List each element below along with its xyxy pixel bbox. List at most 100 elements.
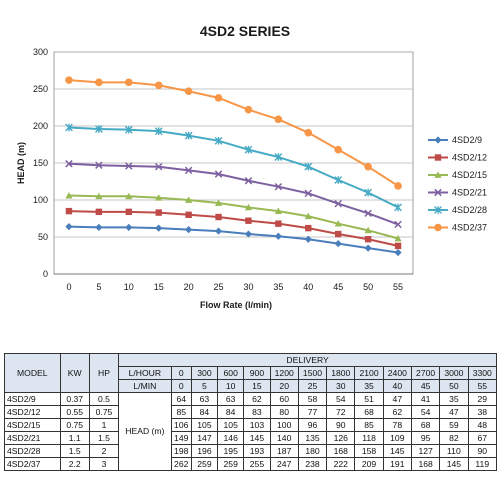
data-point: [214, 136, 223, 145]
y-tick-label: 0: [43, 269, 48, 279]
head-cell: 209: [354, 457, 384, 471]
head-cell: 29: [467, 392, 498, 406]
data-point: [95, 223, 103, 231]
head-cell: 110: [439, 444, 469, 458]
lmin-value: 50: [439, 379, 469, 393]
head-cell: 38: [467, 405, 498, 419]
head-cell: 168: [410, 457, 441, 471]
series-4sd2-12: [65, 207, 402, 250]
hp-cell: 0.5: [88, 392, 120, 406]
head-cell: 109: [382, 431, 412, 445]
legend-marker: [434, 154, 442, 161]
data-point: [65, 223, 73, 231]
lhour-value: 0: [170, 366, 192, 380]
table-row: 4SD2/12 0.55 0.75 85 84 84 83 80 77 72 68 62 54 47 38: [4, 405, 498, 419]
lhour-value: 900: [243, 366, 271, 380]
data-point: [214, 227, 223, 235]
head-cell: 198: [170, 444, 192, 458]
head-cell: 222: [326, 457, 356, 471]
lmin-value: 0: [170, 379, 192, 393]
header-hp: HP: [88, 353, 120, 393]
lhour-row: L/HOUR 0 300 600 900 1200 1500 1800 2100 2400 270…: [5, 366, 498, 380]
series-line: [68, 225, 399, 254]
head-cell: 127: [410, 444, 441, 458]
data-point: [65, 207, 73, 215]
data-point: [335, 230, 342, 238]
legend-label: 4SD2/37: [452, 223, 487, 233]
data-point: [184, 166, 193, 175]
kw-cell: 0.75: [59, 418, 90, 432]
data-point: [334, 176, 343, 184]
lmin-value: 45: [410, 379, 441, 393]
data-point: [215, 213, 222, 221]
head-cell: 103: [243, 418, 271, 432]
data-point: [244, 230, 253, 238]
data-point: [95, 208, 103, 216]
data-point: [304, 212, 312, 220]
spec-table-wrap: MODEL KW HP DELIVERY L/HOUR 0 300 600 900 12…: [4, 353, 498, 471]
head-cell: 100: [269, 418, 299, 432]
x-tick-label: 45: [333, 282, 343, 292]
data-point: [334, 240, 342, 248]
data-point: [394, 248, 402, 257]
performance-chart: 4SD2 SERIES 0 50 100 150 200 250 300 0 5 10 15 20 25…: [16, 23, 487, 310]
lhour-value: 1200: [269, 366, 299, 380]
series-4sd2-37: [65, 76, 402, 190]
head-cell: 105: [217, 418, 245, 432]
data-point: [95, 78, 103, 87]
legend-entry: 4SD2/37: [428, 223, 487, 233]
data-point: [244, 203, 253, 211]
series-4sd2-9: [65, 223, 402, 257]
kw-cell: 1.5: [59, 444, 90, 458]
data-point: [155, 224, 163, 232]
data-point: [394, 234, 402, 242]
data-point: [124, 78, 133, 87]
series-4sd2-15: [65, 191, 402, 242]
head-cell: 147: [190, 431, 219, 445]
series-line: [68, 126, 399, 209]
data-point: [334, 145, 343, 154]
legend-marker: [434, 136, 442, 144]
table-row: 4SD2/9 0.37 0.5 HEAD (m) 64 63 63 62 60 58 54 51 47 4…: [4, 392, 498, 471]
head-cell: 83: [243, 405, 271, 419]
legend-entry: 4SD2/21: [428, 188, 487, 198]
data-point: [65, 160, 73, 168]
data-point: [364, 244, 372, 252]
x-tick-label: 40: [303, 282, 313, 292]
head-cell: 85: [354, 418, 384, 432]
head-cell: 126: [326, 431, 356, 445]
data-point: [185, 196, 193, 203]
legend-marker: [434, 206, 442, 214]
series-4sd2-28: [65, 123, 402, 212]
lmin-value: 15: [243, 379, 271, 393]
legend-marker: [434, 188, 442, 197]
head-cell: 63: [190, 392, 219, 406]
data-point: [274, 182, 283, 191]
head-cell: 63: [217, 392, 245, 406]
x-axis-label: Flow Rate (l/min): [200, 300, 272, 310]
head-cell: 90: [326, 418, 356, 432]
head-cell: 54: [410, 405, 441, 419]
head-cell: 145: [439, 457, 469, 471]
head-cell: 90: [467, 444, 498, 458]
lmin-value: 40: [382, 379, 412, 393]
head-cell: 84: [217, 405, 245, 419]
kw-cell: 1.1: [59, 431, 90, 445]
head-cell: 58: [297, 392, 328, 406]
lmin-value: 35: [354, 379, 384, 393]
series-line: [68, 79, 399, 187]
data-point: [65, 76, 73, 84]
head-cell: 84: [190, 405, 219, 419]
x-tick-label: 15: [154, 282, 164, 292]
head-cell: 68: [410, 418, 441, 432]
model-cell: 4SD2/37: [4, 457, 61, 471]
hp-cell: 1: [88, 418, 120, 432]
data-point: [364, 162, 372, 171]
head-cell: 68: [354, 405, 384, 419]
x-tick-label: 0: [66, 282, 71, 292]
legend-label: 4SD2/21: [452, 188, 487, 198]
data-point: [274, 115, 283, 124]
kw-cell: 0.37: [59, 392, 90, 406]
head-cell: 196: [190, 444, 219, 458]
data-point: [334, 220, 342, 227]
